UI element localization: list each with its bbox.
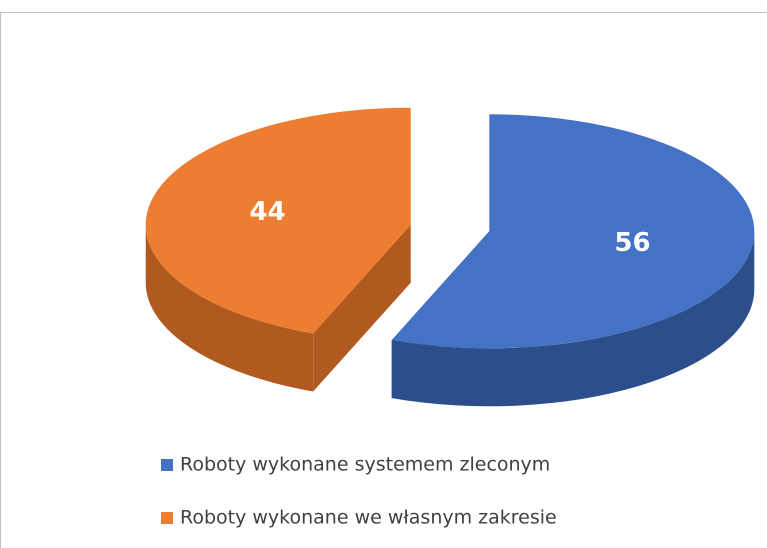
top-faces [145,107,755,349]
slice [391,114,755,349]
legend-label: Roboty wykonane systemem zleconym [180,454,550,476]
slice-side [391,231,755,407]
slice-cut-wall [313,224,411,392]
data-label: 44 [249,197,285,227]
legend-label: Roboty wykonane we własnym zakresie [180,507,557,529]
legend-swatch [161,459,173,471]
legend-swatch [161,512,173,524]
data-label: 56 [614,228,650,258]
slice [145,107,411,334]
slice-side [145,224,314,392]
outer-walls [145,224,755,407]
chart-frame [0,12,767,548]
